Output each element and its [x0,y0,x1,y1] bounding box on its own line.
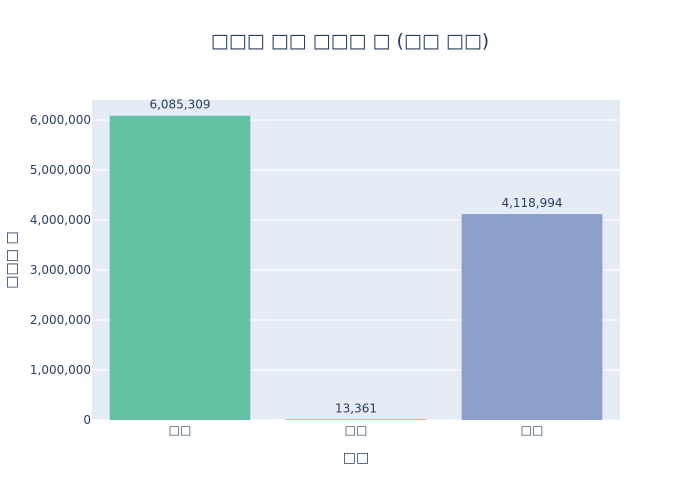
x-tick-label: □□ [345,423,368,437]
bar[interactable] [109,115,251,420]
y-tick-label: 4,000,000 [30,213,91,227]
x-tick-label: □□ [169,423,192,437]
bar-value-label: 6,085,309 [149,98,210,112]
y-tick-label: 5,000,000 [30,163,91,177]
bar-value-label: 13,361 [335,401,377,415]
y-tick-label: 0 [83,413,91,427]
y-tick-label: 3,000,000 [30,263,91,277]
y-tick-label: 6,000,000 [30,113,91,127]
x-axis-title: □□ [343,450,369,466]
bar-value-label: 4,118,994 [501,196,562,210]
y-tick-label: 1,000,000 [30,363,91,377]
x-tick-label: □□ [521,423,544,437]
chart-title: □□□ □□ □□□ □ (□□ □□) [210,30,490,52]
x-axis-ticks: □□ □□ □□ [169,423,544,437]
bar[interactable] [461,214,603,420]
data-labels: 6,085,309 13,361 4,118,994 [149,98,562,416]
bars [109,115,603,420]
y-axis-ticks: 0 1,000,000 2,000,000 3,000,000 4,000,000 5,0… [30,113,91,427]
y-tick-label: 2,000,000 [30,313,91,327]
bar[interactable] [285,419,427,420]
y-axis-title: □□□ □ [4,231,20,288]
